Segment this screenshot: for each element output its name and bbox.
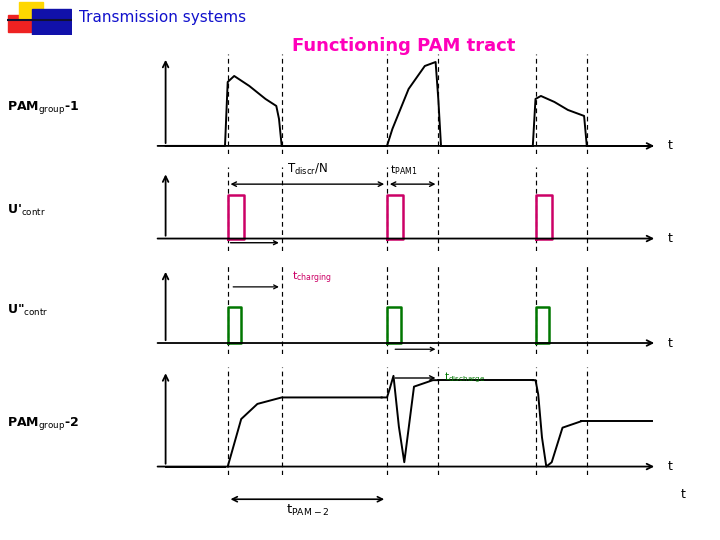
Text: t: t [668,460,672,473]
Bar [32,9,71,35]
Text: t$_{\rm charging}$: t$_{\rm charging}$ [292,270,333,286]
Text: PAM$_{\rm group}$-2: PAM$_{\rm group}$-2 [7,415,79,433]
Text: t: t [680,488,685,501]
Text: t$_{\rm PAM-2}$: t$_{\rm PAM-2}$ [286,503,329,518]
Text: PAM$_{\rm group}$-1: PAM$_{\rm group}$-1 [7,99,80,117]
Text: Functioning PAM tract: Functioning PAM tract [292,37,515,55]
Text: t: t [668,336,672,349]
Text: t: t [668,232,672,245]
Text: T$_{\rm discr}$/N: T$_{\rm discr}$/N [287,163,328,178]
Text: t$_{\rm PAM1}$: t$_{\rm PAM1}$ [390,164,417,178]
Text: t$_{\rm discharge}$: t$_{\rm discharge}$ [444,371,485,385]
Text: Transmission systems: Transmission systems [79,10,246,25]
Bar [19,3,43,19]
Text: U'$_{\rm contr}$: U'$_{\rm contr}$ [7,203,46,218]
Text: t: t [668,139,672,152]
Text: U"$_{\rm contr}$: U"$_{\rm contr}$ [7,303,49,318]
Bar [9,16,33,32]
